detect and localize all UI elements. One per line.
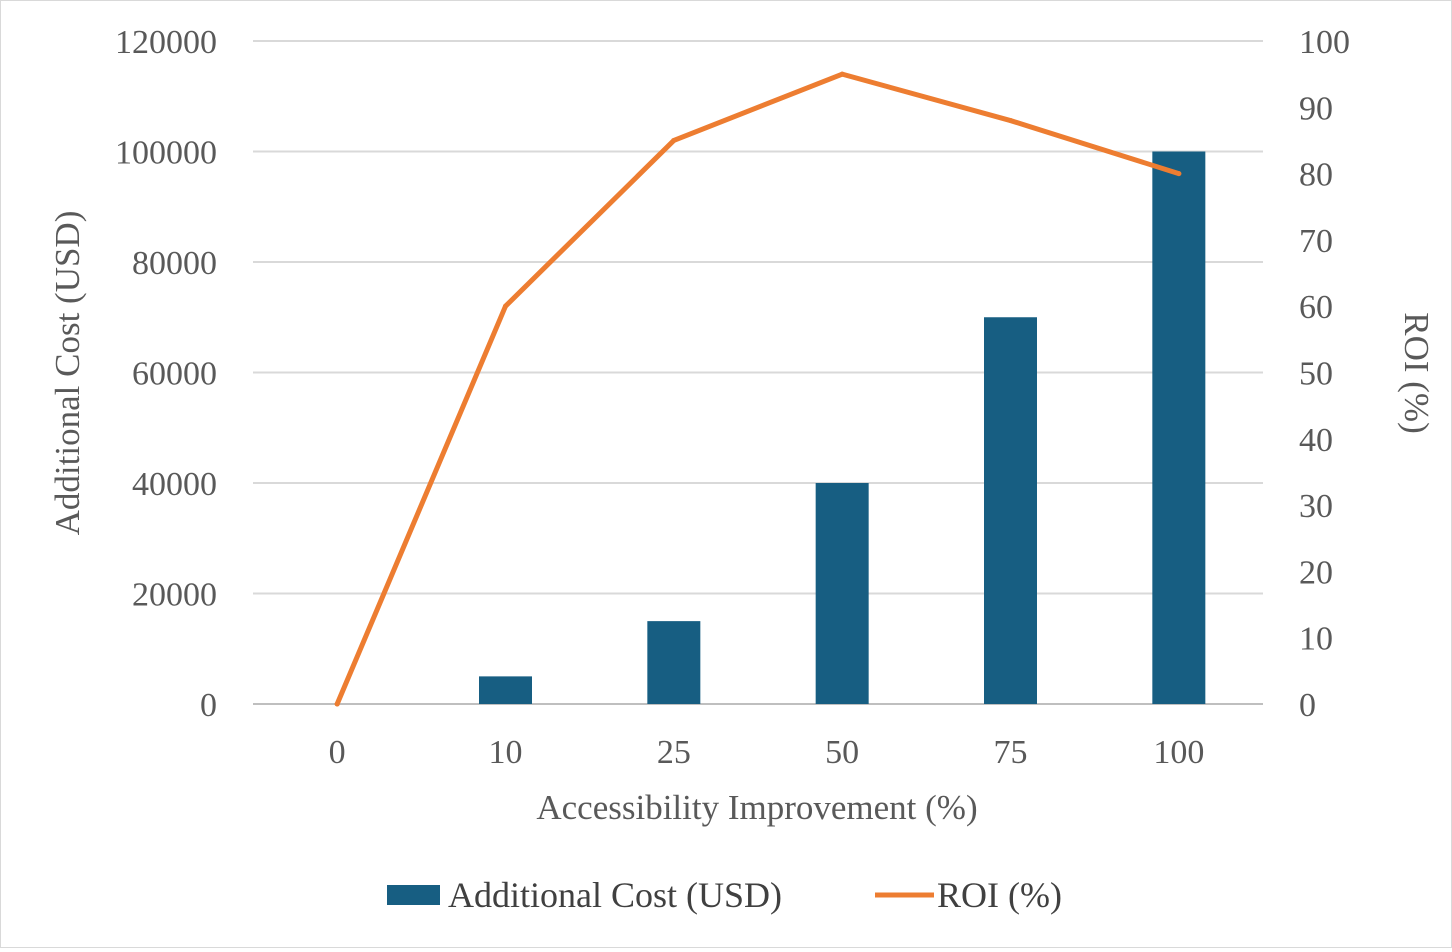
right-tick-label: 20 [1299, 554, 1333, 591]
left-tick-label: 40000 [132, 466, 217, 503]
right-axis-ticks: 0 10 20 30 40 50 60 70 80 90 100 [1299, 24, 1350, 724]
x-tick-label: 50 [825, 734, 859, 771]
right-tick-label: 30 [1299, 488, 1333, 525]
right-tick-label: 40 [1299, 422, 1333, 459]
legend-line-label: ROI (%) [937, 875, 1062, 915]
x-tick-label: 0 [329, 734, 346, 771]
bar [1152, 151, 1206, 704]
right-tick-label: 90 [1299, 90, 1333, 127]
roi-line [334, 71, 1182, 707]
left-tick-label: 20000 [132, 577, 217, 614]
legend: Additional Cost (USD) ROI (%) [387, 875, 1062, 915]
roi-point [671, 137, 677, 143]
right-tick-label: 0 [1299, 687, 1316, 724]
left-axis-ticks: 0 20000 40000 60000 80000 100000 120000 [115, 24, 217, 724]
x-tick-label: 75 [994, 734, 1028, 771]
legend-bar-swatch [387, 885, 440, 905]
bar [647, 621, 701, 704]
gridlines [253, 40, 1263, 705]
x-tick-label: 10 [489, 734, 523, 771]
line-series [334, 71, 1182, 707]
right-axis-title: ROI (%) [1397, 312, 1436, 434]
right-tick-label: 60 [1299, 289, 1333, 326]
right-tick-label: 100 [1299, 24, 1350, 61]
x-axis-ticks: 0 10 25 50 75 100 [329, 734, 1205, 771]
bar-series [479, 151, 1206, 704]
roi-point [1176, 171, 1182, 177]
right-tick-label: 80 [1299, 157, 1333, 194]
right-tick-label: 70 [1299, 223, 1333, 260]
legend-bar-label: Additional Cost (USD) [448, 875, 782, 915]
roi-point [839, 71, 845, 77]
left-tick-label: 0 [200, 687, 217, 724]
x-tick-label: 25 [657, 734, 691, 771]
bar [479, 676, 532, 704]
left-axis-title: Additional Cost (USD) [48, 211, 87, 536]
bar [984, 317, 1037, 704]
left-tick-label: 80000 [132, 245, 217, 282]
roi-point [1008, 118, 1013, 124]
x-axis-title: Accessibility Improvement (%) [536, 788, 977, 827]
x-tick-label: 100 [1153, 734, 1204, 771]
left-tick-label: 60000 [132, 356, 217, 393]
roi-point [334, 701, 340, 707]
right-tick-label: 10 [1299, 621, 1333, 658]
left-tick-label: 100000 [115, 135, 217, 172]
left-tick-label: 120000 [115, 24, 217, 61]
roi-point [503, 303, 508, 309]
right-tick-label: 50 [1299, 356, 1333, 393]
bar [815, 483, 869, 704]
